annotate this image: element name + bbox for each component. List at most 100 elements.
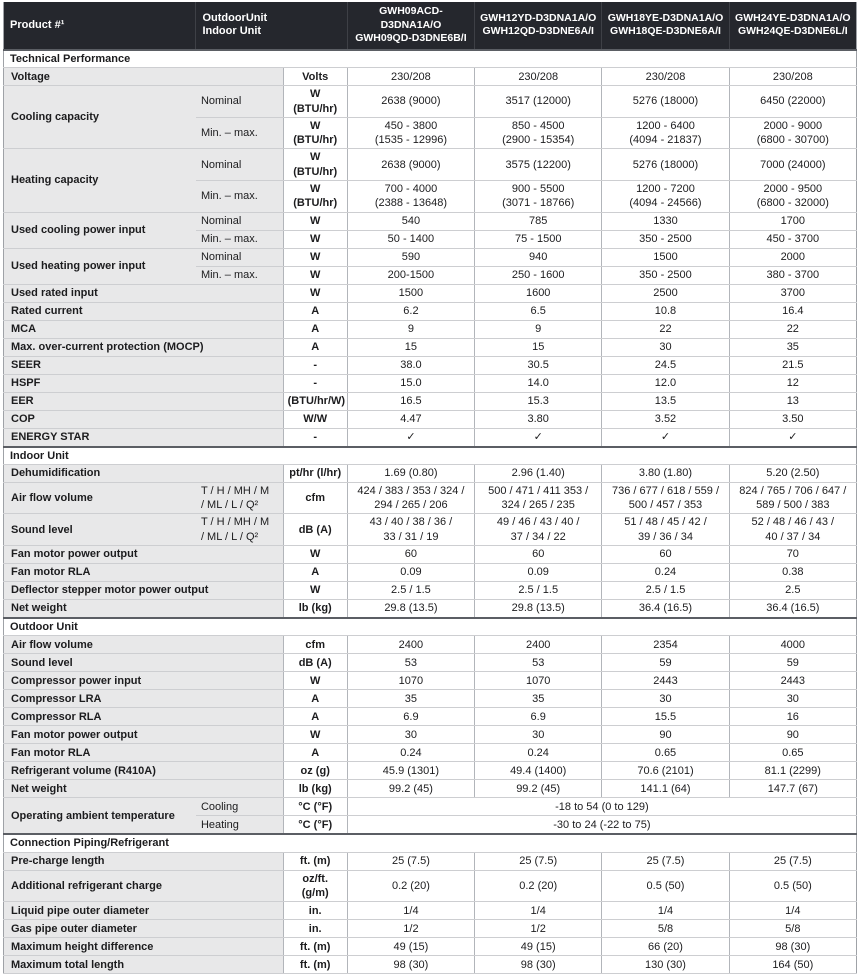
unit-cell: W (BTU/hr)	[282, 180, 348, 213]
value-cell: 49 (15)	[474, 937, 602, 957]
value-cell: 35	[728, 338, 857, 357]
table-row: Deflector stepper motor power output W 2.5…	[3, 581, 857, 601]
unit-cell: -	[282, 356, 348, 375]
unit-cell: W	[282, 266, 348, 285]
value-cell: 60	[601, 545, 730, 565]
table-row: Min. – max. W 50 - 1400 75 - 1500 350 - 2500…	[4, 230, 857, 249]
value-cell: 785	[474, 212, 602, 231]
value-cell: 38.0	[346, 356, 475, 375]
value-cell: 15	[346, 338, 475, 357]
table-row: ENERGY STAR - ✓ ✓ ✓ ✓	[3, 428, 857, 448]
section-title: Indoor Unit	[3, 445, 857, 465]
value-cell: 66 (20)	[601, 937, 730, 957]
value-cell: 0.5 (50)	[728, 870, 857, 903]
value-cell: 22	[728, 320, 857, 339]
section-title: Outdoor Unit	[3, 617, 857, 637]
value-cell: 1070	[346, 671, 475, 691]
row-label: Net weight	[3, 599, 284, 619]
value-cell: 43 / 40 / 38 / 36 / 33 / 31 / 19	[346, 513, 475, 547]
value-cell: 3.50	[728, 410, 857, 429]
unit-cell: oz/ft. (g/m)	[282, 870, 348, 903]
row-label: Air flow volume	[3, 482, 196, 515]
value-cell: 90	[728, 725, 857, 745]
value-cell: 424 / 383 / 353 / 324 / 294 / 265 / 206	[346, 482, 475, 515]
value-cell: ✓	[474, 428, 602, 448]
value-cell: 2443	[728, 671, 857, 691]
row-sublabel: Nominal	[195, 248, 284, 267]
unit-cell: A	[282, 320, 348, 339]
value-cell: 250 - 1600	[474, 266, 602, 285]
table-row: Used heating power input Nominal W 590 940 15…	[3, 248, 857, 285]
row-label: Dehumidification	[3, 464, 284, 483]
row-label: Rated current	[3, 302, 284, 321]
row-label: Max. over-current protection (MOCP)	[3, 338, 284, 357]
table-row: Fan motor RLA A 0.09 0.09 0.24 0.38	[3, 563, 857, 583]
value-cell: 12.0	[601, 374, 730, 393]
unit-cell: W	[282, 284, 348, 303]
row-label: MCA	[3, 320, 284, 339]
value-cell: 50 - 1400	[346, 230, 475, 249]
row-label: Refrigerant volume (R410A)	[3, 761, 284, 781]
value-cell: 1/4	[728, 901, 857, 921]
value-cell: 1/2	[474, 919, 602, 939]
value-cell: 3.80	[474, 410, 602, 429]
value-cell: 2638 (9000)	[346, 148, 475, 181]
value-cell: 1/4	[474, 901, 602, 921]
value-cell: ✓	[346, 428, 475, 448]
table-row: Fan motor RLA A 0.24 0.24 0.65 0.65	[3, 743, 857, 763]
value-cell: 25 (7.5)	[728, 852, 857, 871]
value-cell: 15	[474, 338, 602, 357]
table-row: Max. over-current protection (MOCP) A 15 15…	[3, 338, 857, 357]
table-row: Used cooling power input Nominal W 540 785 13…	[3, 212, 857, 249]
outdoor-model-4: GWH24YE-D3DNA1A/O	[735, 11, 851, 24]
spec-sheet: Product #¹ OutdoorUnit Indoor Unit GWH09…	[3, 2, 857, 974]
table-row: Heating capacity Nominal W (BTU/hr) 2638 (9…	[3, 148, 857, 213]
value-cell: 6.5	[474, 302, 602, 321]
table-row: Air flow volume T / H / MH / M / ML / L /…	[3, 482, 857, 515]
value-cell: 24.5	[601, 356, 730, 375]
unit-cell: ft. (m)	[282, 852, 348, 871]
value-cell: ✓	[728, 428, 857, 448]
unit-cell: ft. (m)	[282, 955, 348, 974]
value-cell: 98 (30)	[474, 955, 602, 974]
indoor-unit-label: Indoor Unit	[202, 25, 262, 38]
unit-cell: W	[282, 545, 348, 565]
table-row: EER (BTU/hr/W) 16.5 15.3 13.5 13	[3, 392, 857, 411]
value-cell: 141.1 (64)	[601, 779, 730, 799]
unit-cell: oz (g)	[282, 761, 348, 781]
value-cell: 6.9	[474, 707, 602, 727]
unit-cell: -	[282, 428, 348, 448]
product-column-header-1: GWH09ACD-D3DNA1A/O GWH09QD-D3DNE6B/I	[347, 2, 476, 50]
value-cell: 350 - 2500	[601, 266, 730, 285]
value-cell: 2.5 / 1.5	[601, 581, 730, 601]
value-cell: 52 / 48 / 46 / 43 / 40 / 37 / 34	[728, 513, 857, 547]
row-label: Sound level	[3, 513, 196, 547]
table-row: COP W/W 4.47 3.80 3.52 3.50	[3, 410, 857, 429]
value-cell: 36.4 (16.5)	[728, 599, 857, 619]
indoor-model-3: GWH18QE-D3DNE6A/I	[610, 25, 721, 38]
unit-cell: A	[282, 743, 348, 763]
section-header-row: Outdoor Unit	[3, 617, 857, 637]
row-label: Deflector stepper motor power output	[3, 581, 284, 601]
value-cell: 16.5	[346, 392, 475, 411]
value-cell: 70.6 (2101)	[601, 761, 730, 781]
value-cell: 1200 - 6400 (4094 - 21837)	[601, 117, 730, 150]
value-cell: 81.1 (2299)	[728, 761, 857, 781]
table-row: Additional refrigerant charge oz/ft. (g/m…	[3, 870, 857, 903]
row-sublabel: Nominal	[195, 212, 284, 231]
unit-cell: W/W	[282, 410, 348, 429]
value-cell: 2000 - 9000 (6800 - 30700)	[728, 117, 857, 150]
row-sublabel: Min. – max.	[195, 117, 284, 150]
product-number-header: Product #¹	[3, 2, 197, 50]
table-row: Fan motor power output W 30 30 90 90	[3, 725, 857, 745]
value-cell: 29.8 (13.5)	[474, 599, 602, 619]
outdoor-model-2: GWH12YD-D3DNA1A/O	[480, 11, 597, 24]
value-cell: 4.47	[346, 410, 475, 429]
value-cell: 1070	[474, 671, 602, 691]
value-cell: 49 (15)	[346, 937, 475, 957]
table-row: Voltage Volts 230/208 230/208 230/208 230/208	[3, 67, 857, 87]
value-cell: 590	[346, 248, 475, 267]
value-cell: 98 (30)	[346, 955, 475, 974]
unit-cell: dB (A)	[282, 653, 348, 673]
value-cell-span: -30 to 24 (-22 to 75)	[346, 815, 857, 835]
